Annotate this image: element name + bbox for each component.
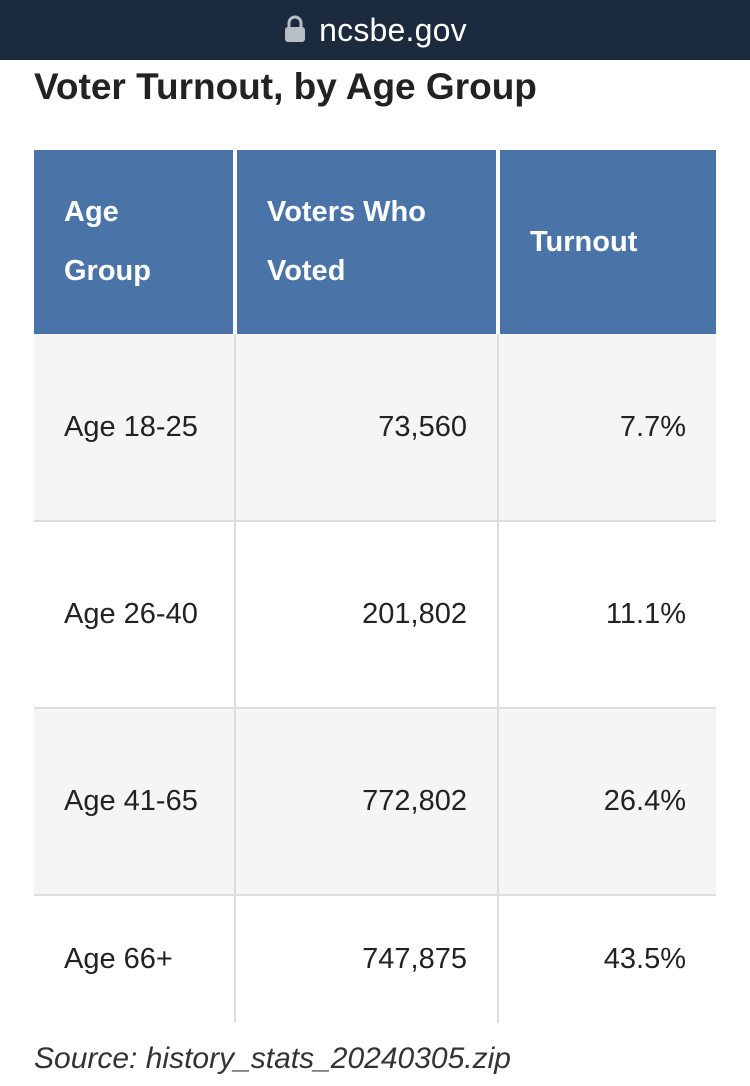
voters-cell: 201,802 — [234, 521, 498, 709]
voters-cell: 73,560 — [234, 334, 498, 522]
turnout-cell: 7.7% — [497, 334, 716, 522]
table-row: Age 26-40 201,802 11.1% — [34, 521, 716, 709]
table-row: Age 66+ 747,875 43.5% — [34, 895, 716, 1023]
header-voters-who-voted: Voters Who Voted — [233, 150, 498, 334]
url-domain: ncsbe.gov — [319, 11, 467, 48]
source-note: Source: history_stats_20240305.zip — [34, 1042, 511, 1075]
header-turnout: Turnout — [496, 150, 716, 334]
page-title: Voter Turnout, by Age Group — [34, 66, 537, 107]
turnout-cell: 26.4% — [497, 708, 716, 896]
turnout-cell: 11.1% — [497, 521, 716, 709]
turnout-table: Age Group Voters Who Voted Turnout Age 1… — [34, 150, 716, 1023]
age-group-cell: Age 41-65 — [34, 708, 235, 896]
age-group-cell: Age 66+ — [34, 895, 235, 1023]
address-bar[interactable]: ncsbe.gov — [0, 0, 750, 60]
voters-cell: 747,875 — [234, 895, 498, 1023]
voters-cell: 772,802 — [234, 708, 498, 896]
turnout-cell: 43.5% — [497, 895, 716, 1023]
lock-icon — [283, 14, 307, 42]
age-group-cell: Age 26-40 — [34, 521, 235, 709]
header-age-group: Age Group — [34, 150, 235, 334]
table-row: Age 41-65 772,802 26.4% — [34, 708, 716, 896]
table-row: Age 18-25 73,560 7.7% — [34, 334, 716, 522]
table-header-row: Age Group Voters Who Voted Turnout — [34, 150, 716, 334]
age-group-cell: Age 18-25 — [34, 334, 235, 522]
